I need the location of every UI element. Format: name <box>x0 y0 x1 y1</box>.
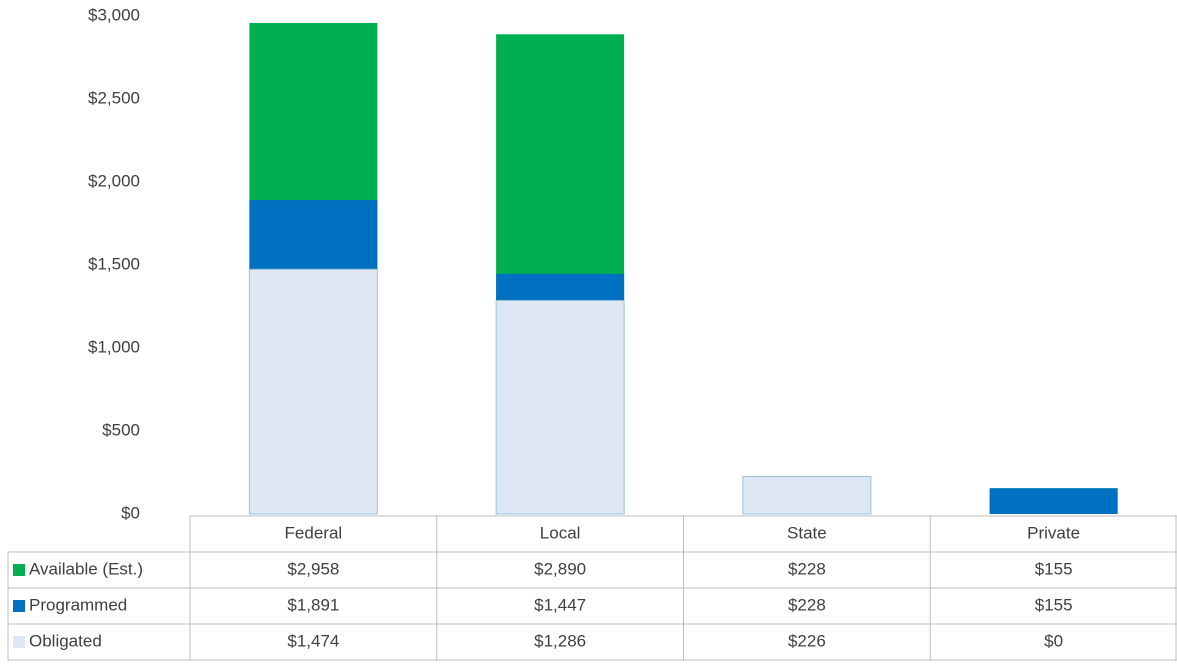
y-tick-label: $2,500 <box>88 88 140 107</box>
x-tick-label: Local <box>540 523 581 542</box>
y-tick-label: $1,500 <box>88 254 140 273</box>
y-tick-label: $2,000 <box>88 171 140 190</box>
x-tick-label: Private <box>1027 523 1080 542</box>
data-table-value: $2,958 <box>287 559 339 578</box>
y-tick-label: $1,000 <box>88 337 140 356</box>
legend-label: Programmed <box>29 595 127 614</box>
data-table-value: $228 <box>788 595 826 614</box>
bar <box>989 488 1118 514</box>
legend-label: Obligated <box>29 631 102 650</box>
bar <box>248 268 378 515</box>
data-table-value: $1,447 <box>534 595 586 614</box>
data-table-value: $155 <box>1035 559 1073 578</box>
y-tick-label: $0 <box>121 503 140 522</box>
bar <box>495 300 625 515</box>
legend-swatch <box>13 636 25 648</box>
legend-label: Available (Est.) <box>29 559 143 578</box>
data-table-value: $228 <box>788 559 826 578</box>
legend-swatch <box>13 564 25 576</box>
bar <box>742 475 872 515</box>
data-table-value: $0 <box>1044 631 1063 650</box>
data-table-value: $1,891 <box>287 595 339 614</box>
x-tick-label: Federal <box>285 523 343 542</box>
y-tick-label: $3,000 <box>88 5 140 24</box>
y-tick-label: $500 <box>102 420 140 439</box>
data-table-value: $226 <box>788 631 826 650</box>
x-tick-label: State <box>787 523 827 542</box>
data-table-value: $1,286 <box>534 631 586 650</box>
data-table-value: $155 <box>1035 595 1073 614</box>
data-table-value: $1,474 <box>287 631 339 650</box>
legend-swatch <box>13 600 25 612</box>
data-table-value: $2,890 <box>534 559 586 578</box>
